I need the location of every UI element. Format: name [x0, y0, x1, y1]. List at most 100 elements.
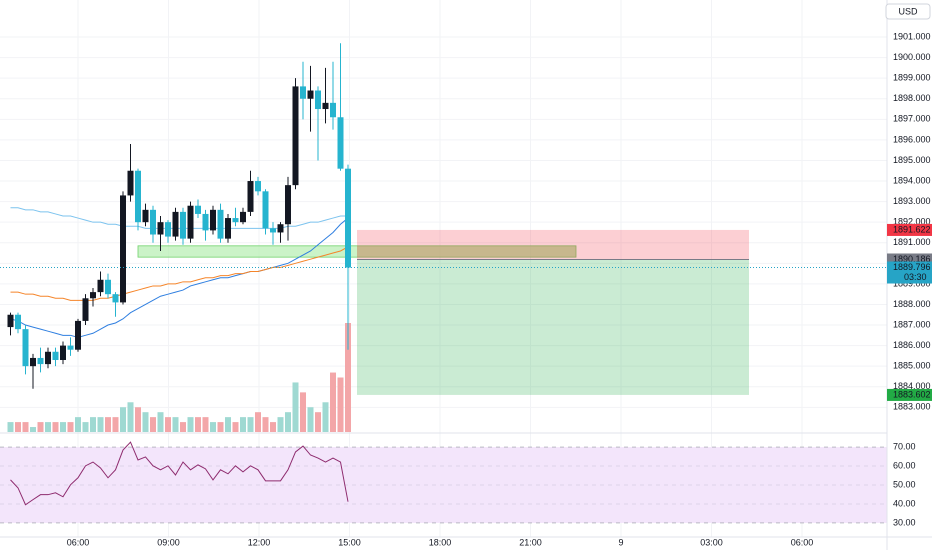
- currency[interactable]: USD: [898, 6, 918, 16]
- candle-body: [307, 90, 314, 99]
- candle-body: [187, 205, 194, 239]
- candle-body: [210, 209, 216, 231]
- volume-bar: [240, 417, 246, 432]
- volume-bar: [45, 422, 51, 432]
- candle-body: [217, 209, 224, 239]
- volume-bar: [60, 422, 66, 432]
- candle-body: [330, 102, 336, 118]
- x-tick-label: 12:00: [248, 537, 271, 547]
- volume-bar: [195, 417, 201, 432]
- y-tick-label: 1885.000: [893, 361, 931, 371]
- volume-bar: [157, 412, 164, 432]
- candle-body: [120, 195, 126, 303]
- moving-average: [10, 207, 348, 229]
- x-tick-label: 15:00: [338, 537, 361, 547]
- candle-body: [45, 351, 51, 365]
- volume-bar: [75, 417, 81, 432]
- y-tick-label: 1886.000: [893, 340, 931, 350]
- volume-bar: [217, 422, 224, 432]
- candle-body: [142, 209, 149, 223]
- candle-body: [22, 329, 29, 367]
- volume-bar: [225, 417, 231, 432]
- volume-bar: [247, 417, 254, 432]
- candle-body: [270, 228, 276, 233]
- volume-bar: [330, 372, 336, 432]
- candle-body: [112, 294, 119, 303]
- candle-body: [300, 86, 306, 99]
- x-tick-label: 9: [618, 537, 623, 547]
- volume-bar: [67, 422, 74, 432]
- y-tick-label: 1893.000: [893, 196, 931, 206]
- y-tick-label: 1887.000: [893, 319, 931, 329]
- last-price-label: 1889.796: [893, 262, 931, 272]
- volume-bar: [15, 422, 21, 432]
- candle-body: [82, 298, 89, 321]
- candle-body: [165, 222, 171, 237]
- y-tick-label: 1898.000: [893, 93, 931, 103]
- volume-bar: [105, 417, 111, 432]
- candle-body: [285, 185, 291, 225]
- entry-label: 1890.186: [893, 254, 931, 264]
- currency-button[interactable]: [885, 3, 931, 20]
- x-tick-label: 06:00: [791, 537, 814, 547]
- volume-bar: [270, 422, 276, 432]
- candle-body: [202, 213, 209, 231]
- candle-body: [37, 357, 44, 365]
- rsi-tick-label: 60.00: [893, 460, 916, 470]
- zone-overlap: [357, 245, 576, 258]
- last-price-countdown: 03:30: [904, 272, 927, 282]
- target-label: 1883.602: [893, 389, 931, 399]
- rsi-tick-label: 30.00: [893, 517, 916, 527]
- rsi-tick-label: 50.00: [893, 479, 916, 489]
- y-tick-label: 1894.000: [893, 175, 931, 185]
- candle-body: [7, 314, 14, 328]
- volume-bar: [97, 417, 104, 432]
- y-tick-label: 1883.000: [893, 402, 931, 412]
- volume-bar: [322, 402, 329, 432]
- volume-bar: [135, 407, 141, 432]
- candle-body: [150, 209, 156, 235]
- rsi-line: [10, 441, 349, 506]
- y-tick-label: 1900.000: [893, 52, 931, 62]
- candle-body: [75, 320, 81, 350]
- candle-body: [15, 314, 21, 330]
- volume-bar: [300, 392, 306, 432]
- candle-body: [255, 181, 261, 192]
- x-tick-label: 18:00: [429, 537, 452, 547]
- volume-bar: [142, 412, 149, 432]
- volume-bar: [120, 407, 126, 432]
- volume-bar: [127, 402, 134, 432]
- y-tick-label: 1897.000: [893, 114, 931, 124]
- candle-body: [292, 86, 299, 186]
- candle-body: [225, 218, 231, 239]
- volume-bar: [180, 422, 186, 432]
- volume-bar: [277, 417, 284, 432]
- stop-zone: [357, 229, 749, 260]
- x-tick-label: 21:00: [519, 537, 542, 547]
- x-tick-label: 03:00: [700, 537, 723, 547]
- candle-body: [172, 211, 179, 237]
- candle-body: [277, 224, 284, 233]
- y-tick-label: 1896.000: [893, 134, 931, 144]
- volume-bar: [202, 417, 209, 432]
- candle-body: [90, 292, 96, 299]
- candle-body: [67, 345, 74, 350]
- candle-body: [195, 205, 201, 214]
- candle-body: [60, 345, 66, 360]
- volume-bar: [112, 417, 119, 432]
- candle-body: [322, 102, 329, 110]
- volume-bar: [172, 417, 179, 432]
- volume-bar: [30, 427, 36, 432]
- volume-bar: [337, 377, 344, 432]
- y-tick-label: 1895.000: [893, 155, 931, 165]
- candle-body: [97, 279, 104, 293]
- y-tick-label: 1891.000: [893, 237, 931, 247]
- stop-label: 1891.622: [893, 224, 931, 234]
- y-tick-label: 1888.000: [893, 299, 931, 309]
- volume-bar: [315, 412, 321, 432]
- rsi-tick-label: 70.00: [893, 441, 916, 451]
- x-tick-label: 06:00: [67, 537, 90, 547]
- volume-bar: [90, 417, 96, 432]
- volume-bar: [232, 422, 239, 432]
